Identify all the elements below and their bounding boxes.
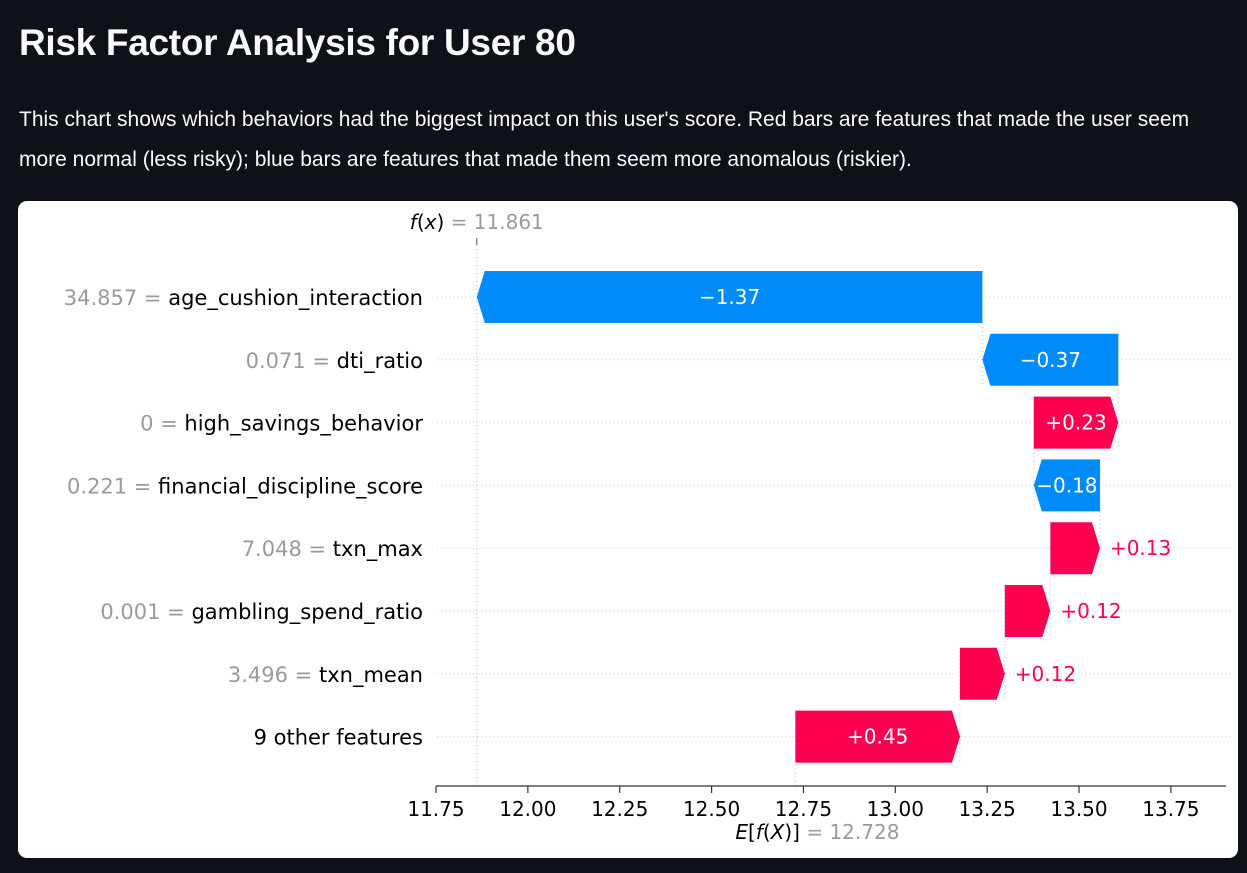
x-tick-label: 13.25: [959, 797, 1016, 821]
waterfall-bar: [476, 271, 983, 323]
bar-value-label: +0.23: [1045, 411, 1106, 435]
chart-description: This chart shows which behaviors had the…: [19, 108, 1190, 171]
feature-label: 0.221 = financial_discipline_score: [67, 474, 423, 499]
feature-name: high_savings_behavior: [184, 412, 423, 437]
waterfall-bar: [982, 333, 1119, 386]
feature-value: 0.221: [67, 474, 127, 498]
waterfall-chart: −1.37 34.857 = age_cushion_interaction −0.…: [64, 210, 1230, 844]
x-tick-label: 12.75: [775, 797, 832, 821]
bar-value-label: +0.12: [1060, 599, 1121, 623]
feature-value: 0.071: [246, 349, 306, 373]
waterfall-bar: [1004, 585, 1051, 637]
feature-value: 3.496: [228, 663, 288, 687]
feature-value: 7.048: [242, 537, 302, 561]
page-title: Risk Factor Analysis for User 80: [19, 22, 576, 63]
feature-label: 3.496 = txn_mean: [228, 663, 423, 688]
feature-name: age_cushion_interaction: [168, 286, 423, 311]
feature-value: 34.857: [64, 286, 137, 310]
bar-value-label: +0.13: [1110, 536, 1171, 560]
waterfall-bar: [1033, 459, 1100, 512]
waterfall-bar: [1050, 522, 1100, 575]
feature-label: 7.048 = txn_max: [242, 537, 423, 562]
x-tick-label: 13.75: [1142, 797, 1199, 821]
bar-value-label: +0.12: [1015, 662, 1076, 686]
feature-label: 9 other features: [254, 726, 423, 750]
bar-value-label: −0.37: [1020, 348, 1081, 372]
x-tick-label: 11.75: [407, 797, 464, 821]
waterfall-bar: [1033, 396, 1119, 449]
feature-name: gambling_spend_ratio: [191, 600, 423, 625]
waterfall-bar: [959, 647, 1005, 700]
feature-label: 34.857 = age_cushion_interaction: [64, 286, 423, 311]
x-tick-label: 13.00: [867, 797, 924, 821]
x-tick-label: 12.50: [683, 797, 740, 821]
feature-label: 0.071 = dti_ratio: [246, 349, 423, 374]
x-tick-label: 13.50: [1050, 797, 1107, 821]
feature-value: 0.001: [100, 600, 160, 624]
x-tick-label: 12.00: [499, 797, 556, 821]
waterfall-bar: [795, 710, 960, 763]
fx-label: f(x) = 11.861: [410, 210, 544, 234]
feature-name: txn_mean: [319, 663, 423, 688]
bar-value-label: −0.18: [1036, 473, 1097, 497]
waterfall-chart-card: −1.37 34.857 = age_cushion_interaction −0.…: [18, 201, 1238, 858]
feature-name: dti_ratio: [337, 349, 423, 374]
feature-label: 0.001 = gambling_spend_ratio: [100, 600, 423, 625]
feature-value: 0: [140, 412, 153, 436]
bar-value-label: −1.37: [699, 285, 760, 309]
feature-label: 0 = high_savings_behavior: [140, 412, 423, 437]
x-tick-label: 12.25: [591, 797, 648, 821]
feature-name: txn_max: [333, 537, 423, 562]
feature-name: 9 other features: [254, 726, 423, 750]
feature-name: financial_discipline_score: [158, 474, 423, 499]
bar-value-label: +0.45: [847, 725, 908, 749]
base-value-label: E[f(X)] = 12.728: [735, 820, 899, 844]
